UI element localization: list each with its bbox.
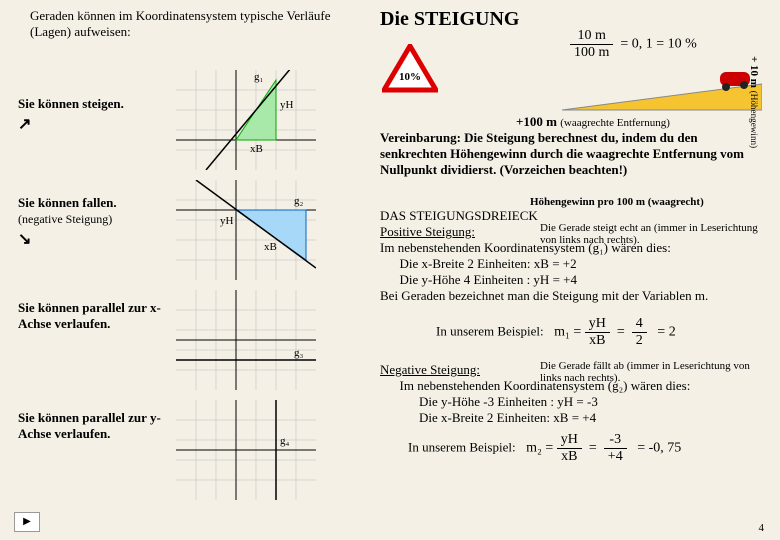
arrow-se-icon: ↘ (18, 229, 117, 249)
label-parallel-y: Sie können parallel zur y-Achse verlaufe… (18, 410, 178, 442)
intro-text: Geraden können im Koordinatensystem typi… (30, 8, 350, 40)
svg-text:g₂: g₂ (294, 195, 304, 207)
play-button[interactable]: ▶ (14, 512, 40, 532)
svg-text:yH: yH (280, 99, 294, 111)
svg-text:yH: yH (220, 215, 234, 227)
positive-block: Positive Steigung: Die Gerade steigt ech… (380, 224, 765, 304)
arrow-ne-icon: ↗ (18, 114, 124, 134)
label-falling: Sie können fallen.(negative Steigung) ↘ (18, 195, 117, 249)
page-title: Die STEIGUNG (380, 8, 519, 31)
graph-g2: yH g₂ xB (176, 180, 316, 280)
svg-text:xB: xB (264, 241, 277, 253)
ratio-num: 10 m (570, 28, 613, 45)
triangle-heading: DAS STEIGUNGSDREIECK (380, 208, 538, 224)
ratio-result: = 0, 1 = 10 % (620, 37, 696, 52)
page-number: 4 (759, 522, 765, 534)
svg-text:g₃: g₃ (294, 347, 304, 359)
warning-sign-icon: 10% (382, 44, 438, 94)
agreement-text: Vereinbarung: Die Steigung berechnest du… (380, 130, 758, 178)
graph-g1: g₁ yH xB (176, 70, 316, 170)
graph-g3: g₃ (176, 290, 316, 390)
negative-equation: In unserem Beispiel: m₂ = yHxB = -3+4 = … (408, 432, 780, 465)
road-illustration (562, 64, 762, 114)
positive-equation: In unserem Beispiel: m₁ = yHxB = 42 = 2 (436, 316, 780, 349)
svg-text:xB: xB (250, 143, 263, 155)
svg-text:g₁: g₁ (254, 71, 264, 83)
height-per-hundred: Höhengewinn pro 100 m (waagrecht) (530, 196, 704, 208)
ratio-equation: 10 m 100 m = 0, 1 = 10 % (570, 28, 697, 61)
graph-g4: g₄ (176, 400, 316, 500)
label-rising: Sie können steigen. ↗ (18, 96, 124, 134)
svg-text:g₄: g₄ (280, 435, 290, 447)
ratio-den: 100 m (570, 45, 613, 61)
negative-block: Negative Steigung: Die Gerade fällt ab (… (380, 362, 765, 426)
horizontal-distance-label: +100 m (waagrechte Entfernung) (516, 114, 670, 130)
svg-text:10%: 10% (399, 71, 421, 83)
label-parallel-x: Sie können parallel zur x-Achse verlaufe… (18, 300, 178, 332)
